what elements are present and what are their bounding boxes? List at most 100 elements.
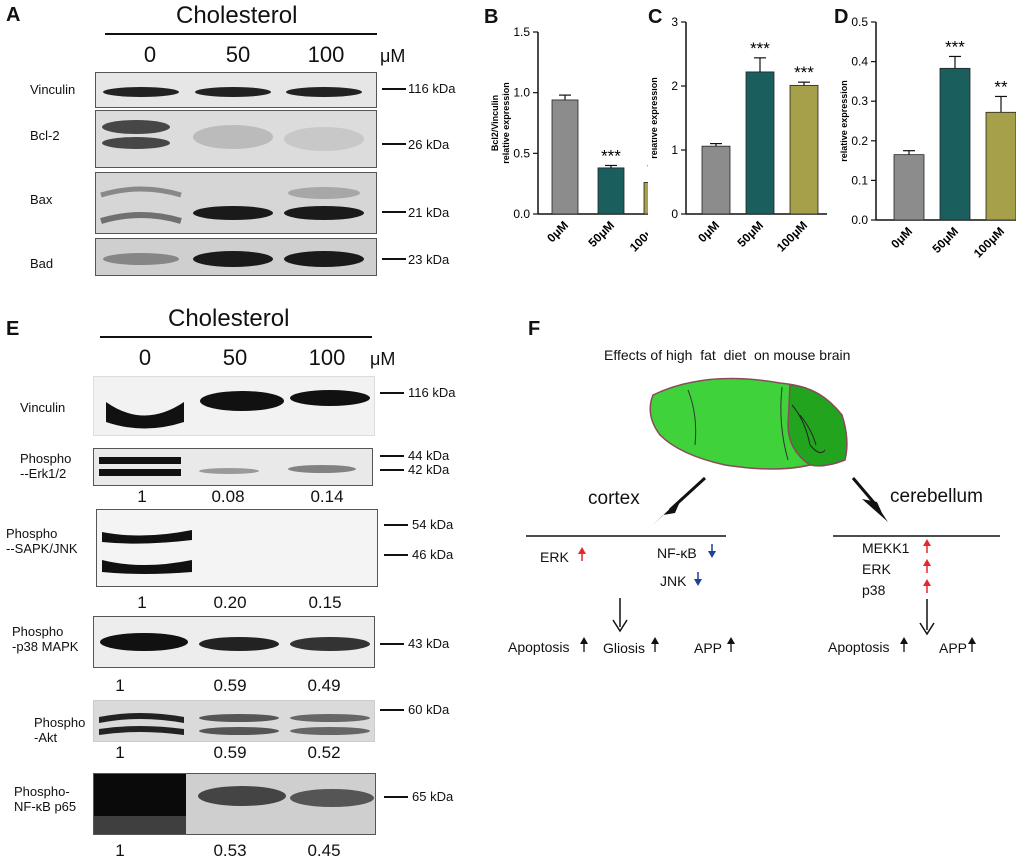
blot-a-bcl2-bands	[102, 120, 364, 151]
panel-e-kda-line-nfkb	[384, 796, 408, 798]
panel-e-erk-value-0: 1	[137, 487, 147, 506]
y-axis-label: relative expression	[501, 82, 511, 164]
panel-e-erk-value-50: 0.08	[211, 487, 245, 506]
panel-e-erk-value-100: 0.14	[310, 487, 344, 506]
blot-a-bad	[95, 238, 377, 276]
panel-e-unit: μM	[370, 349, 396, 369]
nfkb-down-arrow-icon	[708, 544, 716, 558]
blot-e-vinculin-bands	[106, 390, 370, 429]
panel-a-conc-0: 0	[143, 42, 157, 67]
gliosis-up-arrow-icon	[651, 637, 659, 652]
panel-a-unit: μM	[380, 46, 406, 66]
cortex-down-arrow-icon	[612, 598, 628, 633]
cerebellum-apoptosis-up-arrow-icon	[900, 637, 908, 652]
cerebellum-erk: ERK	[862, 561, 891, 577]
y-tick-label: 2	[671, 79, 678, 93]
cerebellum-erk-up-arrow-icon	[923, 559, 931, 573]
panel-e-kda-line-jnk54	[384, 524, 408, 526]
panel-e-akt-value-50: 0.59	[213, 743, 247, 762]
panel-e-nfkb-value-100: 0.45	[307, 841, 341, 860]
bar	[597, 167, 625, 215]
panel-e-kda-line-erk42	[380, 469, 404, 471]
pathway-title: Effects of high fat diet on mouse brain	[604, 347, 851, 363]
panel-a-row-label-bax: Bax	[30, 192, 53, 207]
panel-a-kda-bcl2: 26 kDa	[408, 137, 450, 152]
blot-a-vinculin-bands	[103, 87, 362, 97]
category-label: 50μM	[735, 218, 767, 250]
arrow-to-cerebellum	[851, 477, 888, 522]
cerebellum-mekk1: MEKK1	[862, 540, 910, 556]
y-axis-label: relative expression	[839, 80, 849, 162]
significance-label: **	[994, 77, 1008, 96]
bar	[701, 145, 731, 215]
cortex-apoptosis: Apoptosis	[508, 639, 570, 655]
y-axis-label: Bcl2/Vinculin	[490, 95, 500, 151]
panel-e-nfkb-value-50: 0.53	[213, 841, 247, 860]
panel-a-header: Cholesterol	[176, 2, 298, 29]
cortex-gliosis: Gliosis	[603, 640, 646, 656]
y-tick-label: 1	[671, 143, 678, 157]
y-axis-label: Bad/Vinculin	[836, 94, 838, 148]
blot-e-jnk	[96, 509, 378, 587]
bar	[551, 99, 579, 215]
pathway-diagram	[526, 377, 1000, 652]
blot-e-akt-bands	[99, 713, 370, 735]
blot-e-erk-bands	[99, 457, 356, 476]
p38-up-arrow-icon	[923, 579, 931, 593]
panel-e-kda-line-p38	[380, 643, 404, 645]
significance-label: ***	[601, 146, 621, 165]
y-tick-label: 1.5	[513, 25, 530, 39]
blot-e-akt	[93, 700, 375, 742]
panel-a-kda-bad: 23 kDa	[408, 252, 450, 267]
panel-e-header: Cholesterol	[168, 305, 290, 332]
panel-e-kda-akt: 60 kDa	[408, 702, 450, 717]
panel-e-kda-line-vinculin	[380, 392, 404, 394]
panel-e-conc-100: 100	[308, 345, 346, 370]
cortex-jnk: JNK	[660, 573, 687, 589]
y-tick-label: 0.1	[851, 173, 868, 187]
y-tick-label: 0.4	[851, 55, 868, 69]
blot-a-vinculin	[95, 72, 377, 108]
panel-a-kda-bax: 21 kDa	[408, 205, 450, 220]
cortex-erk: ERK	[540, 549, 569, 565]
cortex-app: APP	[694, 640, 723, 656]
blot-a-bax	[95, 172, 377, 234]
y-tick-label: 0.5	[851, 15, 868, 29]
mouse-brain-icon	[649, 377, 848, 470]
chart-b: 0.0 0.5 1.0 1.5 Bcl2/Vinculin relative expres…	[490, 25, 648, 255]
panel-a-kda-line-bax	[382, 211, 406, 213]
panel-e-kda-nfkb: 65 kDa	[412, 789, 454, 804]
panel-e-jnk-value-0: 1	[137, 593, 147, 612]
panel-a-kda-line-bcl2	[382, 143, 406, 145]
panel-label-f: F	[528, 318, 541, 340]
cerebellum-p38: p38	[862, 582, 886, 598]
panel-e-row-label-akt: Phospho -Akt	[34, 715, 86, 745]
y-tick-label: 3	[671, 15, 678, 29]
bar	[893, 154, 925, 221]
panel-e-row-label-p38: Phospho -p38 MAPK	[12, 624, 79, 654]
bar	[643, 182, 648, 215]
panel-e-kda-jnk54: 54 kDa	[412, 517, 454, 532]
cortex-label: cortex	[588, 488, 640, 509]
panel-a-kda-vinculin: 116 kDa	[408, 81, 456, 96]
y-tick-label: 0.2	[851, 134, 868, 148]
category-label: 100μM	[971, 224, 1007, 260]
cortex-nfkb: NF-κB	[657, 545, 697, 561]
panel-a-row-label-bad: Bad	[30, 256, 54, 271]
blot-a-bax-bands	[100, 186, 364, 224]
panel-e-row-label-jnk: Phospho --SAPK/JNK	[6, 526, 78, 556]
panel-label-e: E	[6, 318, 20, 340]
panel-e-akt-value-100: 0.52	[307, 743, 341, 762]
blot-e-p38	[93, 616, 375, 668]
panel-e-kda-jnk46: 46 kDa	[412, 547, 454, 562]
blot-e-nfkb	[93, 773, 376, 835]
panel-e-kda-line-erk44	[380, 455, 404, 457]
category-label: 0μM	[544, 218, 571, 245]
panel-e-kda-p38: 43 kDa	[408, 636, 450, 651]
panel-label-d: D	[834, 6, 849, 28]
arrow-to-cortex	[653, 476, 707, 525]
cerebellum-app-up-arrow-icon	[968, 637, 976, 652]
panel-e-p38-value-0: 1	[115, 676, 125, 695]
panel-e-conc-0: 0	[138, 345, 152, 370]
cerebellum-down-arrow-icon	[919, 599, 935, 636]
